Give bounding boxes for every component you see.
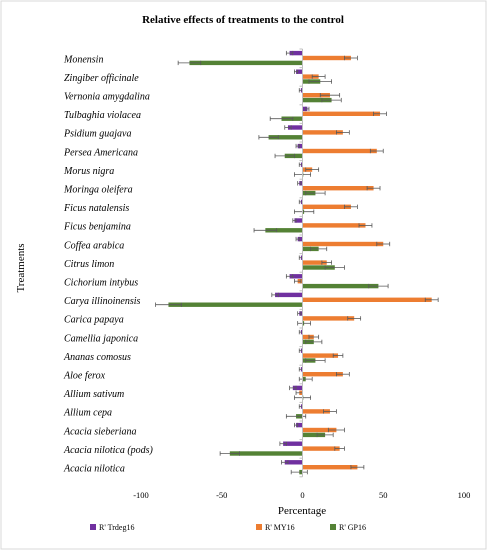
category-label: Tulbaghia violacea [64,110,141,121]
category-label: Acacia nilotica [63,464,125,475]
plot-area: Monensin Zingiber officinale Vernonia amyg… [63,48,471,500]
category-label: Allium sativum [63,389,124,400]
bar [289,274,303,279]
bar [302,316,355,321]
bar [229,451,303,456]
category-label: Cichorium intybus [64,278,138,289]
bar [275,292,303,298]
bar [297,236,303,242]
bar [296,69,303,74]
x-axis-title: Percentage [278,505,326,517]
bar [302,223,366,228]
legend-swatch [256,524,262,530]
bar [302,353,339,358]
bar [302,186,374,191]
category-label: Carya illinoinensis [64,296,141,307]
category-label: Citrus limon [64,259,114,270]
bar [189,60,303,66]
category-label: Acacia sieberiana [63,426,136,437]
bar [302,465,358,470]
category-label: Morus nigra [63,166,114,177]
bar [302,106,308,112]
bar [297,143,303,149]
bar [302,204,351,209]
bar [302,446,340,451]
bar [289,50,303,56]
category-label: Allium cepa [63,408,112,419]
bar [302,283,379,289]
category-label: Vernonia amygdalina [64,92,150,103]
category-label: Ficus natalensis [63,203,129,214]
bar [302,432,326,438]
x-tick-label: -100 [133,490,149,500]
bar [302,265,335,270]
category-label: Coffea arabica [64,240,124,251]
bar [302,93,330,98]
category-label: Monensin [63,54,103,65]
category-label: Ananas comosus [63,352,131,363]
x-tick-label: 0 [300,490,304,500]
bar [302,334,314,340]
bar [302,55,351,61]
bar [268,135,303,140]
x-tick-label: 50 [379,490,388,500]
bar [296,422,303,428]
bar [302,409,330,414]
bar [283,441,303,446]
bar [265,228,303,233]
bar [292,385,303,391]
category-label: Ficus benjamina [63,222,131,233]
legend-swatch [330,524,336,530]
x-tick-label: -50 [216,490,227,500]
bar [302,260,327,265]
bar [302,427,337,433]
category-label: Psidium guajava [63,129,132,140]
bar [302,241,384,247]
category-label: Camellia japonica [64,333,138,344]
bar [302,297,432,302]
chart-title: Relative effects of treatments to the co… [142,14,344,26]
bar [302,130,343,135]
bar [294,218,303,223]
bar [302,74,319,79]
bar [302,148,377,154]
legend: R' Trdeg16 R' MY16 R' GP16 [90,523,366,532]
legend-swatch [90,524,96,530]
legend-label: R' GP16 [339,523,366,532]
category-label: Aloe ferox [63,371,106,382]
bar [302,372,343,377]
bar [302,97,332,103]
y-axis-title: Treatments [15,243,27,292]
bar [302,111,381,116]
bar [168,302,303,307]
bar [284,460,303,465]
x-tick-label: 100 [458,490,471,500]
category-label: Zingiber officinale [64,73,139,84]
bar [287,125,303,130]
category-label: Persea Americana [63,147,138,158]
legend-label: R' Trdeg16 [99,523,134,532]
category-label: Moringa oleifera [63,185,133,196]
legend-label: R' MY16 [265,523,295,532]
category-label: Acacia nilotica (pods) [63,445,154,456]
category-label: Carica papaya [64,315,124,326]
